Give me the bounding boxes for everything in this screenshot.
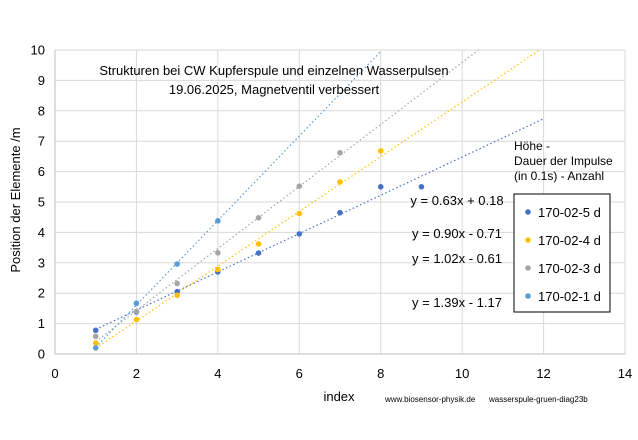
trendline <box>95 51 382 348</box>
legend-marker <box>525 265 531 271</box>
y-tick-label: 8 <box>38 103 45 118</box>
trend-equation-3: y = 1.02x - 0.61 <box>412 251 502 266</box>
data-point <box>133 316 140 323</box>
x-tick-label: 14 <box>618 366 632 381</box>
data-point <box>174 280 180 287</box>
trendline <box>95 50 479 343</box>
data-point <box>296 183 303 189</box>
data-point <box>215 249 221 256</box>
legend-label: 170-02-1 d <box>538 289 601 304</box>
footer-website: www.biosensor-physik.de <box>384 395 476 404</box>
legend-label: 170-02-5 d <box>538 205 601 220</box>
x-tick-label: 2 <box>133 366 140 381</box>
chart-title: Strukturen bei CW Kupferspule und einzel… <box>99 63 448 78</box>
y-tick-label: 9 <box>38 73 45 88</box>
data-point <box>92 333 99 340</box>
legend-label: 170-02-4 d <box>538 233 601 248</box>
chart-subtitle: 19.06.2025, Magnetventil verbessert <box>169 82 380 97</box>
data-point <box>174 292 180 299</box>
x-tick-label: 0 <box>51 366 58 381</box>
data-point <box>133 300 140 307</box>
footer-filename: wasserspule-gruen-diag23b <box>488 395 588 404</box>
x-axis-label: index <box>323 389 355 404</box>
legend-marker <box>525 237 531 243</box>
trend-equation-1: y = 0.63x + 0.18 <box>410 193 503 208</box>
y-tick-label: 7 <box>38 134 45 149</box>
data-points <box>92 148 425 351</box>
legend: 170-02-5 d 170-02-4 d 170-02-3 d 170-02-1 d <box>525 205 601 304</box>
legend-marker <box>525 209 531 215</box>
trend-equation-4: y = 1.39x - 1.17 <box>412 295 502 310</box>
y-axis-label: Position der Elemente /m <box>8 127 23 272</box>
y-tick-label: 10 <box>31 43 45 58</box>
x-tick-label: 6 <box>296 366 303 381</box>
data-point <box>92 327 99 334</box>
x-tick-label: 8 <box>377 366 384 381</box>
legend-marker <box>525 293 531 299</box>
trendlines <box>95 50 544 349</box>
y-tick-label: 4 <box>38 225 45 240</box>
data-point <box>255 215 262 221</box>
data-point <box>377 148 384 154</box>
x-tick-label: 10 <box>455 366 469 381</box>
data-point <box>215 266 221 273</box>
data-point <box>133 308 140 315</box>
data-point <box>296 231 303 237</box>
data-point <box>337 149 343 156</box>
legend-title-line-3: (in 0.1s) - Anzahl <box>514 169 604 183</box>
data-point <box>418 184 425 190</box>
legend-title-line-2: Dauer der Impulse <box>514 154 613 168</box>
data-point <box>337 209 343 216</box>
y-tick-label: 5 <box>38 195 45 210</box>
y-tick-label: 1 <box>38 316 45 331</box>
y-tick-label: 6 <box>38 164 45 179</box>
data-point <box>337 179 343 185</box>
data-point <box>377 184 384 190</box>
data-point <box>255 241 262 247</box>
y-tick-label: 0 <box>38 347 45 362</box>
data-point <box>174 261 180 267</box>
x-tick-label: 12 <box>536 366 550 381</box>
legend-title-line-1: Höhe - <box>514 139 550 153</box>
data-point <box>296 210 303 217</box>
data-point <box>215 218 221 224</box>
y-tick-label: 2 <box>38 286 45 301</box>
x-tick-label: 4 <box>214 366 221 381</box>
data-point <box>92 340 99 346</box>
data-point <box>92 345 99 351</box>
y-tick-label: 3 <box>38 255 45 270</box>
trendline <box>95 118 544 330</box>
legend-label: 170-02-3 d <box>538 261 601 276</box>
data-point <box>255 250 262 256</box>
trend-equation-2: y = 0.90x - 0.71 <box>412 226 502 241</box>
